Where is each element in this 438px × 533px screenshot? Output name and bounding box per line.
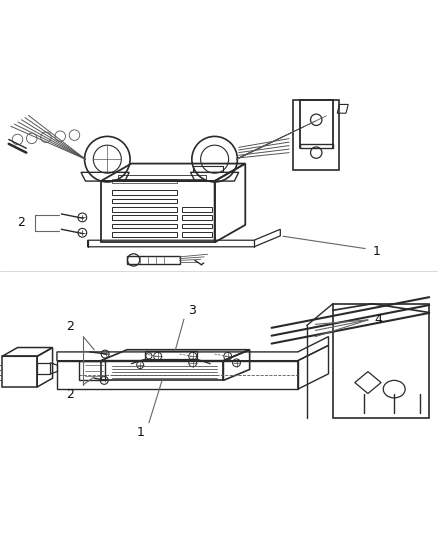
Text: 1: 1 [136, 426, 144, 439]
Text: 2: 2 [67, 320, 74, 333]
Text: 2: 2 [67, 388, 74, 401]
Text: 4: 4 [374, 313, 382, 326]
Text: 2: 2 [18, 216, 25, 229]
Text: 3: 3 [188, 304, 196, 317]
Text: 1: 1 [372, 245, 380, 257]
